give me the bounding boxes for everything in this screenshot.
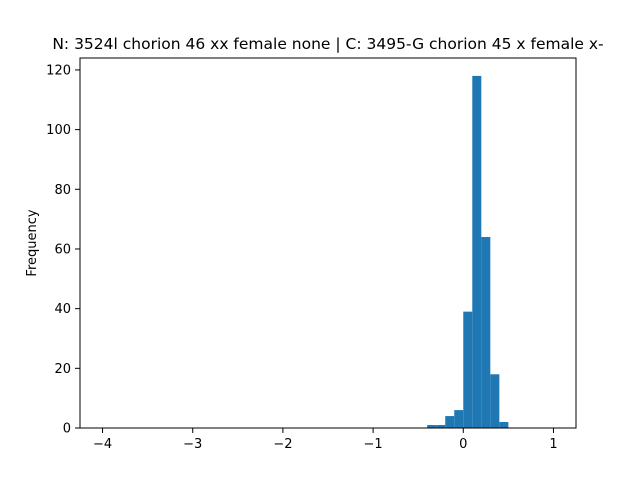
x-axis-ticks: −4 −3 −2 −1 0 1 <box>93 428 558 452</box>
histogram-bar <box>445 416 455 428</box>
x-tick-label: 1 <box>549 437 557 452</box>
histogram-bar <box>499 422 509 428</box>
y-tick-label: 20 <box>54 362 71 377</box>
y-tick-label: 120 <box>46 63 71 78</box>
y-axis-label: Frequency <box>25 209 40 276</box>
histogram-bar <box>427 425 437 428</box>
y-tick-label: 40 <box>54 302 71 317</box>
histogram-bar <box>490 374 500 428</box>
x-tick-label: −3 <box>183 437 202 452</box>
y-axis-ticks: 0 20 40 60 80 100 120 <box>46 63 80 437</box>
x-tick-label: 0 <box>459 437 467 452</box>
y-tick-label: 0 <box>63 422 71 437</box>
y-tick-label: 60 <box>54 242 71 257</box>
x-tick-label: −1 <box>364 437 383 452</box>
histogram-bar <box>463 311 473 428</box>
histogram-bar <box>481 237 491 428</box>
histogram-bar <box>472 75 482 428</box>
x-tick-label: −2 <box>273 437 292 452</box>
x-tick-label: −4 <box>93 437 112 452</box>
y-tick-label: 100 <box>46 123 71 138</box>
plot-frame <box>79 57 577 429</box>
histogram-bar <box>436 425 446 428</box>
chart-title: N: 3524l chorion 46 xx female none | C: … <box>52 35 603 53</box>
histogram-bars <box>427 75 509 428</box>
histogram-bar <box>454 410 464 428</box>
y-tick-label: 80 <box>54 183 71 198</box>
